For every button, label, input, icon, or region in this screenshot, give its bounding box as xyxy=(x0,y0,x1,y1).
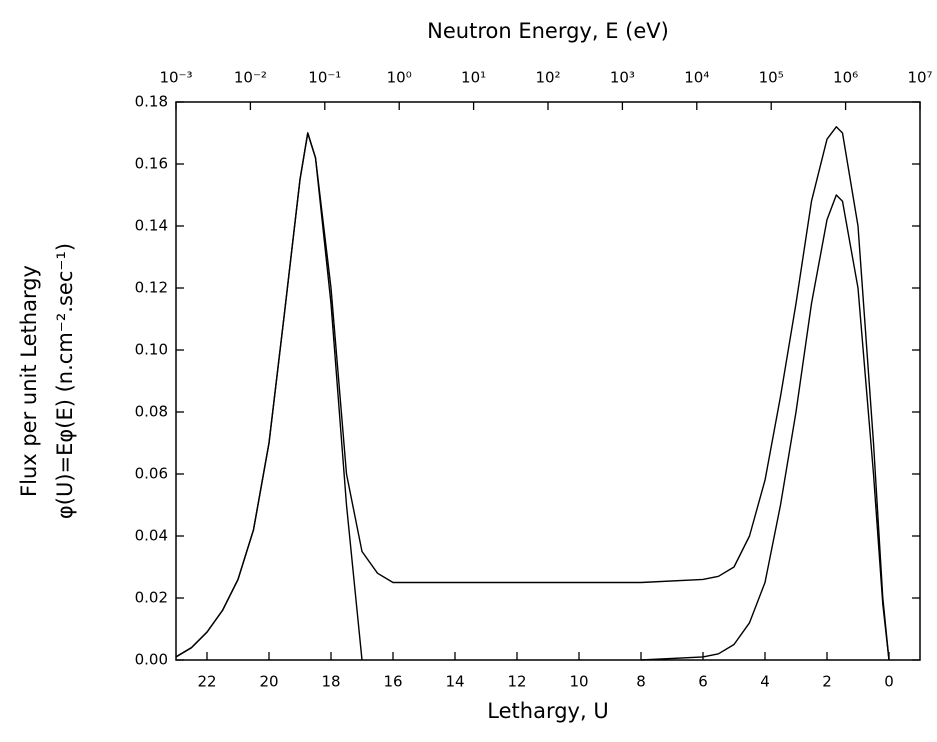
x-axis-label: Lethargy, U xyxy=(487,699,608,723)
line-series xyxy=(640,194,890,661)
chart-title: Neutron Energy, E (eV) xyxy=(427,19,669,43)
x2-tick-label: 10² xyxy=(535,69,560,87)
x-tick-label: 22 xyxy=(197,673,216,691)
y-axis-label: φ(U)=Eφ(E) (n.cm⁻².sec⁻¹) xyxy=(53,243,77,519)
y-tick-label: 0.18 xyxy=(135,93,168,111)
x-tick-label: 14 xyxy=(445,673,464,691)
y-axis-label: Flux per unit Lethargy xyxy=(17,265,41,497)
y-tick-label: 0.08 xyxy=(135,403,168,421)
x-tick-label: 16 xyxy=(383,673,402,691)
x2-tick-label: 10⁰ xyxy=(387,69,412,87)
x-tick-label: 0 xyxy=(884,673,894,691)
x-tick-label: 6 xyxy=(698,673,708,691)
y-tick-label: 0.04 xyxy=(135,527,168,545)
y-tick-label: 0.06 xyxy=(135,465,168,483)
y-tick-label: 0.10 xyxy=(135,341,168,359)
line-series xyxy=(175,132,363,661)
plot-frame xyxy=(175,101,921,661)
x2-tick-label: 10⁶ xyxy=(833,69,858,87)
x-tick-label: 12 xyxy=(507,673,526,691)
x-tick-label: 4 xyxy=(760,673,770,691)
x2-tick-label: 10¹ xyxy=(461,69,486,87)
x2-tick-label: 10⁴ xyxy=(684,69,709,87)
x-tick-label: 10 xyxy=(569,673,588,691)
y-tick-label: 0.16 xyxy=(135,155,168,173)
y-tick-label: 0.14 xyxy=(135,217,168,235)
x2-tick-label: 10⁻¹ xyxy=(308,69,341,87)
y-tick-label: 0.12 xyxy=(135,279,168,297)
y-tick-label: 0.02 xyxy=(135,589,168,607)
x2-tick-label: 10⁵ xyxy=(759,69,784,87)
x-tick-label: 18 xyxy=(321,673,340,691)
x2-tick-label: 10⁻³ xyxy=(159,69,192,87)
x-tick-label: 2 xyxy=(822,673,832,691)
x-tick-label: 20 xyxy=(259,673,278,691)
x2-tick-label: 10⁻² xyxy=(234,69,267,87)
y-tick-label: 0.00 xyxy=(135,651,168,669)
x2-tick-label: 10³ xyxy=(610,69,635,87)
line-series xyxy=(175,126,890,661)
x-tick-label: 8 xyxy=(636,673,646,691)
x2-tick-label: 10⁷ xyxy=(907,69,932,87)
